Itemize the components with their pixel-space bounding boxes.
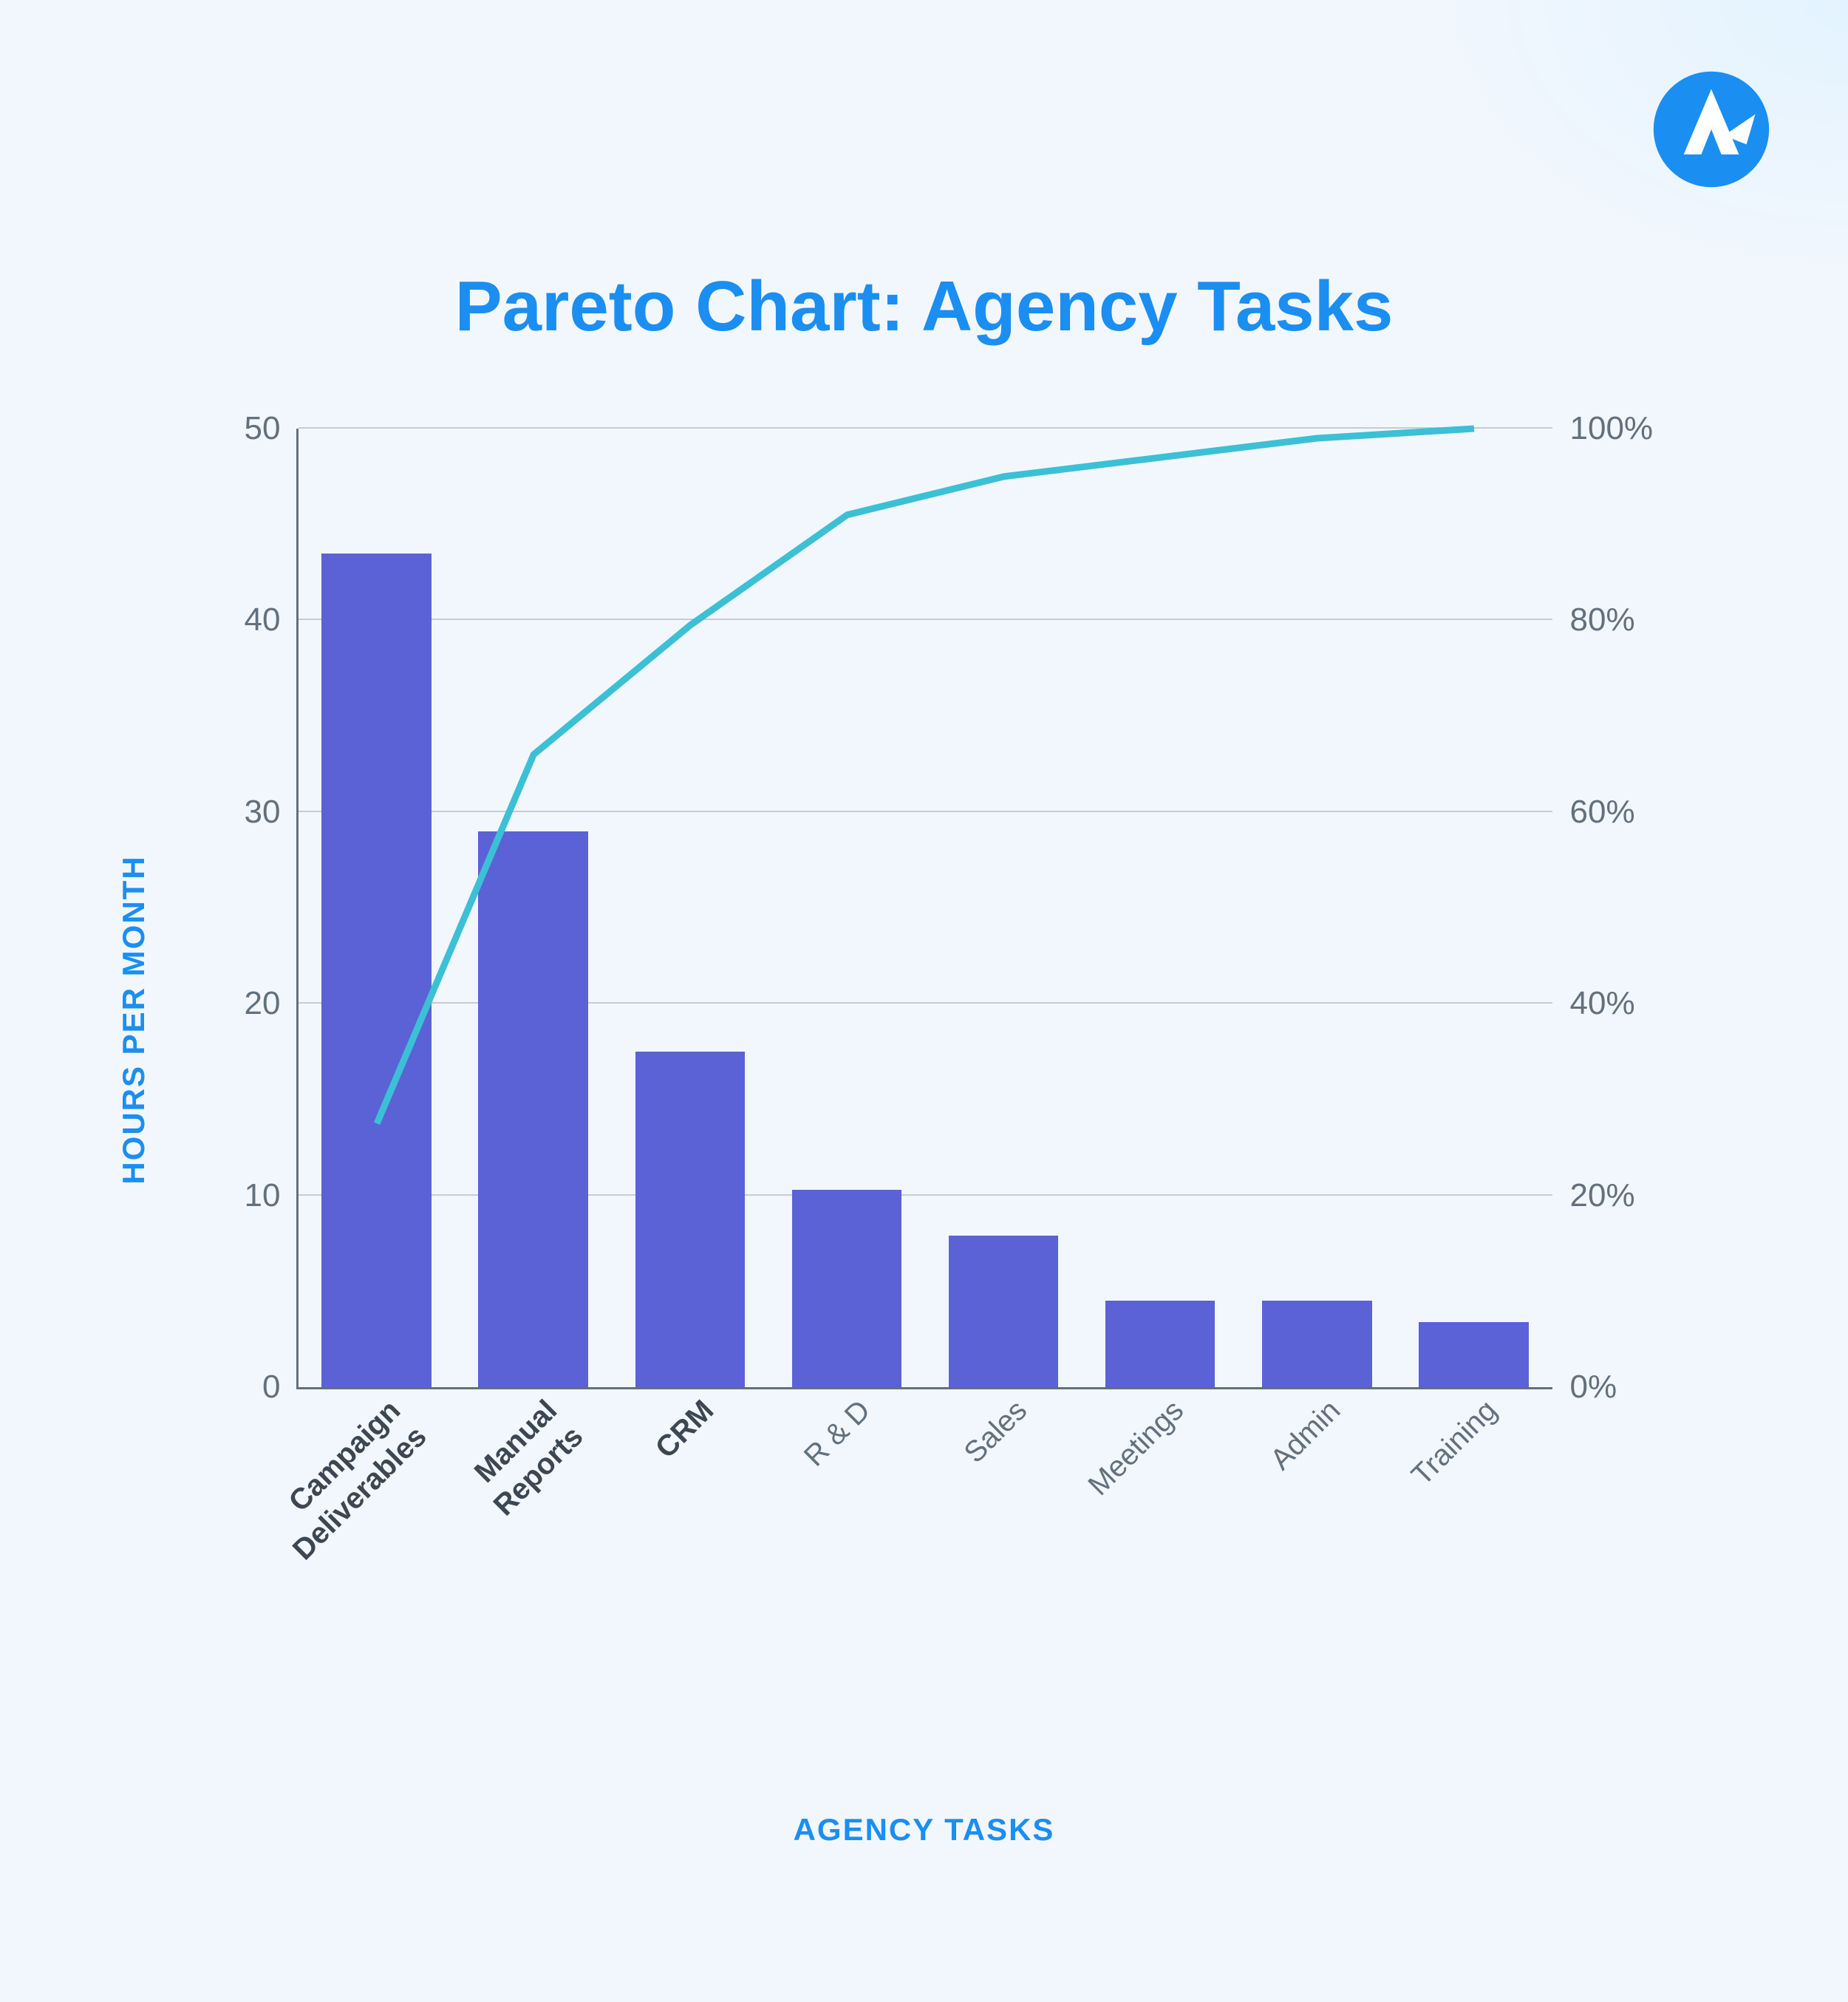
y-left-tick: 20 xyxy=(245,985,299,1022)
brand-logo-icon xyxy=(1648,67,1774,192)
y-right-tick: 80% xyxy=(1552,602,1635,639)
y-axis-left-label: HOURS PER MONTH xyxy=(116,855,151,1184)
y-right-tick: 20% xyxy=(1552,1177,1635,1214)
x-category-label: Training xyxy=(1404,1392,1504,1493)
x-category-label: Sales xyxy=(956,1392,1034,1471)
y-left-tick: 40 xyxy=(245,602,299,639)
y-left-tick: 30 xyxy=(245,794,299,831)
x-category-label: CampaignDeliverables xyxy=(259,1392,434,1567)
corner-gradient xyxy=(1405,0,1848,296)
y-right-tick: 0% xyxy=(1552,1369,1617,1406)
x-category-label: ManualReports xyxy=(460,1392,591,1524)
y-left-tick: 0 xyxy=(262,1369,298,1406)
chart-title: Pareto Chart: Agency Tasks xyxy=(149,266,1700,347)
y-right-tick: 40% xyxy=(1552,985,1635,1022)
x-category-label: Admin xyxy=(1263,1392,1349,1478)
y-right-tick: 100% xyxy=(1552,410,1654,447)
pareto-chart: Pareto Chart: Agency Tasks HOURS PER MON… xyxy=(149,266,1700,1611)
y-right-tick: 60% xyxy=(1552,794,1635,831)
y-left-tick: 10 xyxy=(245,1177,299,1214)
x-category-label: CRM xyxy=(647,1392,721,1466)
plot-frame: 00%1020%2040%3060%4080%50100% CampaignDe… xyxy=(296,429,1552,1389)
plot-outer: HOURS PER MONTH 00%1020%2040%3060%4080%5… xyxy=(149,429,1700,1611)
x-axis-label: AGENCY TASKS xyxy=(794,1812,1055,1848)
cumulative-line xyxy=(299,429,1552,1387)
y-left-tick: 50 xyxy=(245,410,299,447)
x-category-label: R & D xyxy=(797,1392,879,1474)
plot-area: 00%1020%2040%3060%4080%50100% CampaignDe… xyxy=(296,429,1552,1389)
x-category-label: Meetings xyxy=(1080,1392,1191,1503)
